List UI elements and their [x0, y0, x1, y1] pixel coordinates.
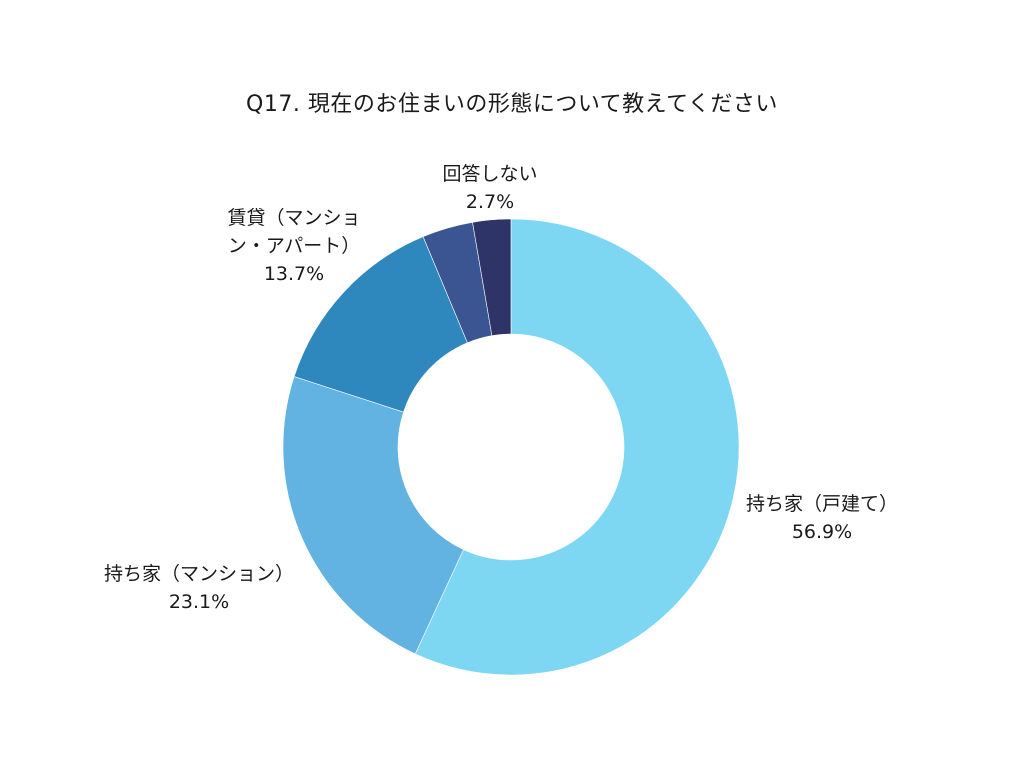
- slice-label-value: 56.9%: [791, 521, 853, 543]
- slice-label-text: 回答しない: [442, 163, 538, 185]
- donut-slice-2: [293, 236, 468, 413]
- donut-slices: [282, 218, 740, 676]
- slice-label-text: 持ち家（マンション）: [103, 563, 294, 585]
- slice-label-detached-house: 持ち家（戸建て） 56.9%: [737, 490, 907, 546]
- slice-label-owned-condo: 持ち家（マンション） 23.1%: [88, 560, 310, 616]
- donut-slice-0: [414, 218, 740, 676]
- slice-label-text-line2: ン・アパート）: [227, 235, 361, 257]
- slice-label-value: 13.7%: [263, 263, 325, 285]
- chart-title: Q17. 現在のお住まいの形態について教えてください: [246, 92, 778, 117]
- slice-label-text: 持ち家（戸建て）: [745, 493, 898, 515]
- slice-label-value: 23.1%: [168, 591, 230, 613]
- slice-label-value: 2.7%: [465, 191, 515, 213]
- slice-label-rental: 賃貸（マンショ ン・アパート） 13.7%: [214, 204, 374, 288]
- donut-slice-4: [472, 218, 512, 336]
- slice-label-text-line1: 賃貸（マンショ: [227, 207, 361, 229]
- donut-slice-1: [282, 376, 464, 655]
- slice-label-no-answer: 回答しない 2.7%: [420, 160, 560, 216]
